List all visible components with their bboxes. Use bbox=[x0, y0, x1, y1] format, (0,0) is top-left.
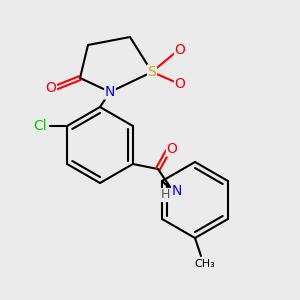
Text: O: O bbox=[175, 43, 185, 57]
Text: O: O bbox=[167, 142, 177, 156]
Text: O: O bbox=[46, 81, 56, 95]
Text: Cl: Cl bbox=[33, 119, 47, 133]
Text: H: H bbox=[161, 188, 171, 202]
Text: S: S bbox=[148, 65, 156, 79]
Text: N: N bbox=[172, 184, 182, 198]
Text: O: O bbox=[175, 77, 185, 91]
Text: CH₃: CH₃ bbox=[195, 259, 215, 269]
Text: N: N bbox=[105, 85, 115, 99]
